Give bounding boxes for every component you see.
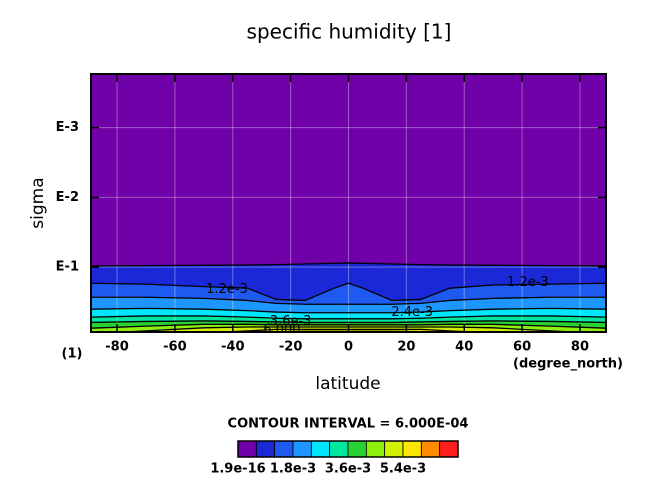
colorbar-band bbox=[237, 440, 257, 458]
colorbar-band bbox=[274, 440, 294, 458]
contour-line bbox=[91, 307, 606, 314]
colorbar-band bbox=[402, 440, 422, 458]
colorbar-tick-label: 3.6e-3 bbox=[325, 462, 371, 477]
contour-line bbox=[91, 320, 606, 324]
contour-line bbox=[91, 282, 606, 302]
colorbar-band bbox=[347, 440, 367, 458]
x-tick-label: 40 bbox=[455, 340, 473, 355]
contour-line bbox=[91, 262, 606, 267]
colorbar-band bbox=[310, 440, 331, 458]
plot-area: 1.2e-3 1.2e-3 2.4e-3 3.6e-36.000 bbox=[91, 74, 606, 338]
contour-line bbox=[91, 296, 606, 305]
x-tick-label: 60 bbox=[513, 340, 531, 355]
y-axis-label: sigma bbox=[28, 177, 48, 228]
chart-title: specific humidity [1] bbox=[247, 20, 452, 44]
colorbar-band bbox=[329, 440, 349, 458]
x-tick-label: -40 bbox=[221, 340, 245, 355]
contour-label: 6.000 bbox=[263, 323, 300, 338]
colorbar-band bbox=[365, 440, 386, 458]
colorbar-band bbox=[292, 440, 312, 458]
contour-line bbox=[91, 315, 606, 320]
y-tick-label: E-3 bbox=[56, 120, 79, 135]
y-tick-label: E-1 bbox=[56, 260, 79, 275]
colorbar-band bbox=[384, 440, 404, 458]
x-tick-label: -80 bbox=[105, 340, 129, 355]
colorbar-tick-label: 1.8e-3 bbox=[270, 462, 316, 477]
x-tick-label: 80 bbox=[571, 340, 589, 355]
colorbar-band bbox=[255, 440, 276, 458]
y-tick-label: E-2 bbox=[56, 190, 79, 205]
contour-label: 1.2e-3 bbox=[206, 282, 248, 297]
x-unit: (degree_north) bbox=[513, 357, 623, 372]
colorbar-tick-label: 1.9e-16 bbox=[210, 462, 265, 477]
x-tick-label: 0 bbox=[344, 340, 353, 355]
colorbar-band bbox=[420, 440, 441, 458]
colorbar-tick-label: 5.4e-3 bbox=[380, 462, 426, 477]
colorbar-band bbox=[439, 440, 459, 458]
y-unit: (1) bbox=[62, 347, 83, 362]
colorbar-frame bbox=[237, 440, 459, 458]
x-tick-label: 20 bbox=[397, 340, 415, 355]
x-tick-label: -60 bbox=[163, 340, 187, 355]
contour-label: 2.4e-3 bbox=[391, 305, 433, 320]
contour-label: 3.6e-3 bbox=[270, 314, 312, 329]
contour-label: 1.2e-3 bbox=[507, 275, 549, 290]
x-axis-label: latitude bbox=[315, 374, 380, 394]
contour-interval: CONTOUR INTERVAL = 6.000E-04 bbox=[228, 417, 469, 432]
x-tick-label: -20 bbox=[279, 340, 303, 355]
